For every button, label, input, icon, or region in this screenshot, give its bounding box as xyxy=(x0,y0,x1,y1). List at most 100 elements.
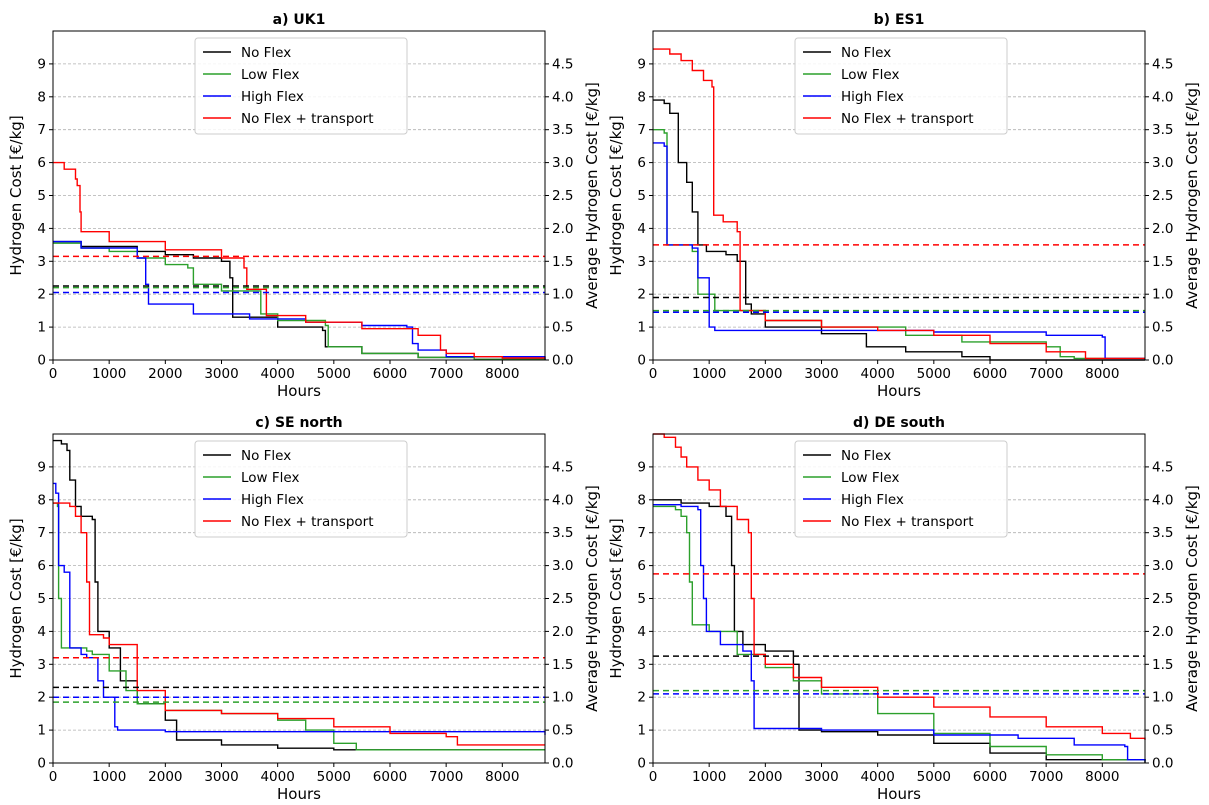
y-tick-label: 5 xyxy=(637,188,646,204)
y2-tick-label: 2.0 xyxy=(552,221,573,237)
y2-axis-label: Average Hydrogen Cost [€/kg] xyxy=(1183,485,1201,712)
series-line-4 xyxy=(53,161,546,359)
subplot-title: d) DE south xyxy=(853,415,945,431)
x-tick-label: 0 xyxy=(49,769,58,785)
y2-tick-label: 3.5 xyxy=(1152,525,1173,541)
y-tick-label: 0 xyxy=(37,353,46,369)
legend-entry: High Flex xyxy=(841,492,904,508)
y-tick-label: 4 xyxy=(637,624,646,640)
y-tick-label: 4 xyxy=(37,221,46,237)
legend: No Flex Low Flex High Flex No Flex + transp… xyxy=(194,37,408,135)
y2-tick-label: 2.0 xyxy=(552,624,573,640)
x-axis-label: Hours xyxy=(877,785,921,803)
y2-tick-label: 2.5 xyxy=(552,188,573,204)
x-axis-label: Hours xyxy=(277,382,321,400)
y2-tick-label: 4.5 xyxy=(552,459,573,475)
x-tick-label: 5000 xyxy=(917,769,951,785)
y2-tick-label: 4.0 xyxy=(552,492,573,508)
legend-entry: High Flex xyxy=(241,492,304,508)
subplot-2: 0 1 2 3 4 5 6 7 8 9 0.0 0.5 1.0 1.5 2.0 2.5 3.0 3.5 4.0 4.5… xyxy=(607,12,1201,400)
x-tick-label: 5000 xyxy=(917,366,951,382)
x-tick-label: 0 xyxy=(649,769,658,785)
legend-entry: Low Flex xyxy=(241,470,299,486)
y-tick-label: 0 xyxy=(37,756,46,772)
y-tick-label: 0 xyxy=(637,353,646,369)
y-tick-label: 9 xyxy=(37,56,46,72)
y2-tick-label: 4.0 xyxy=(552,89,573,105)
legend-entry: No Flex xyxy=(241,448,291,464)
y2-tick-label: 1.0 xyxy=(1152,287,1173,303)
y-tick-label: 5 xyxy=(37,188,46,204)
x-tick-label: 8000 xyxy=(485,366,519,382)
series-line-1 xyxy=(53,439,545,751)
x-tick-label: 6000 xyxy=(973,769,1007,785)
y-tick-label: 3 xyxy=(37,657,46,673)
y2-tick-label: 3.0 xyxy=(1152,155,1173,171)
legend-entry: No Flex xyxy=(841,448,891,464)
y2-tick-label: 1.0 xyxy=(552,690,573,706)
subplot-title: c) SE north xyxy=(255,415,342,431)
legend-entry: Low Flex xyxy=(841,470,899,486)
y2-tick-label: 4.0 xyxy=(1152,492,1173,508)
series-line-2 xyxy=(653,505,1146,762)
x-tick-label: 3000 xyxy=(204,366,238,382)
legend-entry: No Flex + transport xyxy=(841,514,974,530)
y2-tick-label: 1.5 xyxy=(552,254,573,270)
x-tick-label: 5000 xyxy=(317,769,351,785)
x-tick-label: 1000 xyxy=(92,769,126,785)
y2-tick-label: 1.5 xyxy=(1152,254,1173,270)
y-tick-label: 8 xyxy=(637,89,646,105)
subplot-title: a) UK1 xyxy=(273,12,326,28)
y-tick-label: 7 xyxy=(637,525,646,541)
y-tick-label: 7 xyxy=(637,122,646,138)
y2-tick-label: 2.0 xyxy=(1152,221,1173,237)
legend-entry: No Flex + transport xyxy=(241,514,374,530)
y-tick-label: 6 xyxy=(37,558,46,574)
x-tick-label: 4000 xyxy=(860,366,894,382)
y2-tick-label: 2.0 xyxy=(1152,624,1173,640)
x-tick-label: 4000 xyxy=(260,769,294,785)
x-tick-label: 4000 xyxy=(260,366,294,382)
x-tick-label: 1000 xyxy=(692,366,726,382)
series-line-4 xyxy=(53,502,545,746)
legend: No Flex Low Flex High Flex No Flex + transp… xyxy=(794,440,1008,538)
y-tick-label: 1 xyxy=(637,320,646,336)
x-tick-label: 2000 xyxy=(148,366,182,382)
y2-tick-label: 1.5 xyxy=(1152,657,1173,673)
y2-tick-label: 4.5 xyxy=(552,56,573,72)
x-tick-label: 6000 xyxy=(973,366,1007,382)
legend: No Flex Low Flex High Flex No Flex + transp… xyxy=(794,37,1008,135)
y2-tick-label: 1.5 xyxy=(552,657,573,673)
y-tick-label: 6 xyxy=(637,558,646,574)
y2-axis-label: Average Hydrogen Cost [€/kg] xyxy=(583,485,601,712)
y-tick-label: 0 xyxy=(637,756,646,772)
legend: No Flex Low Flex High Flex No Flex + transp… xyxy=(194,440,408,538)
y2-tick-label: 2.5 xyxy=(1152,188,1173,204)
y-axis-label: Hydrogen Cost [€/kg] xyxy=(7,115,25,275)
y-tick-label: 6 xyxy=(37,155,46,171)
legend-entry: High Flex xyxy=(841,89,904,105)
y2-tick-label: 3.0 xyxy=(552,155,573,171)
y-tick-label: 2 xyxy=(637,690,646,706)
y-tick-label: 3 xyxy=(37,254,46,270)
x-axis-label: Hours xyxy=(277,785,321,803)
x-tick-label: 3000 xyxy=(804,366,838,382)
y2-tick-label: 3.5 xyxy=(1152,122,1173,138)
legend-entry: No Flex + transport xyxy=(841,111,974,127)
y2-tick-label: 3.5 xyxy=(552,525,573,541)
y-tick-label: 1 xyxy=(637,723,646,739)
series-line-4 xyxy=(653,433,1146,740)
y2-tick-label: 3.0 xyxy=(1152,558,1173,574)
legend-entry: High Flex xyxy=(241,89,304,105)
legend-box xyxy=(194,440,408,538)
y-tick-label: 5 xyxy=(637,591,646,607)
legend-entry: No Flex xyxy=(841,45,891,61)
legend-box xyxy=(794,440,1008,538)
y-tick-label: 3 xyxy=(637,657,646,673)
x-tick-label: 8000 xyxy=(1085,769,1119,785)
y-tick-label: 8 xyxy=(637,492,646,508)
subplot-4: 0 1 2 3 4 5 6 7 8 9 0.0 0.5 1.0 1.5 2.0 2.5 3.0 3.5 4.0 4.5… xyxy=(607,415,1201,803)
y2-tick-label: 2.5 xyxy=(1152,591,1173,607)
y-tick-label: 9 xyxy=(37,459,46,475)
